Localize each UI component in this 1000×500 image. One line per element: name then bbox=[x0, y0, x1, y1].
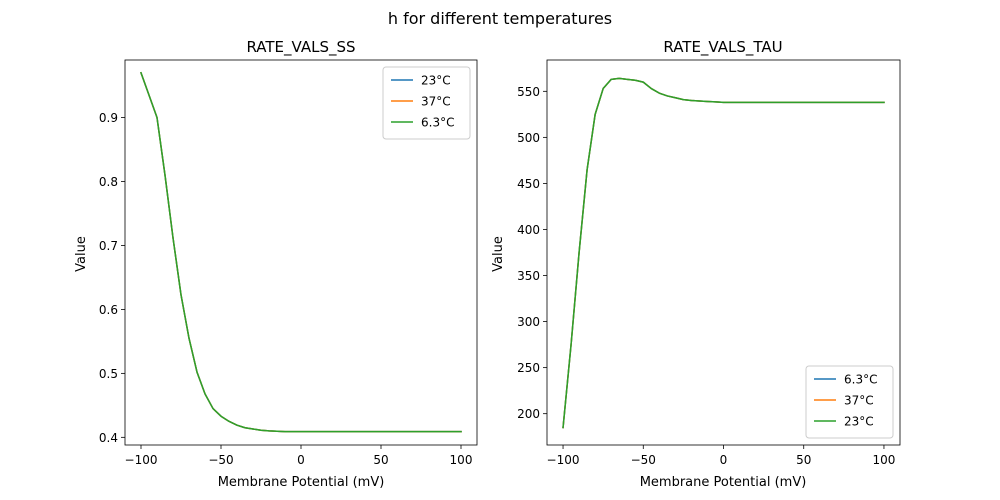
tau-ytick-label: 300 bbox=[517, 315, 540, 329]
tau-legend-label: 37°C bbox=[844, 394, 874, 408]
ss-legend-label: 23°C bbox=[421, 74, 451, 88]
tau-xtick-label: 0 bbox=[720, 453, 728, 467]
ss-series-line-2 bbox=[140, 71, 462, 433]
tau-ytick-label: 200 bbox=[517, 407, 540, 421]
tau-ytick-label: 250 bbox=[517, 361, 540, 375]
ss-ytick-label: 0.5 bbox=[99, 367, 118, 381]
tau-ytick-label: 550 bbox=[517, 85, 540, 99]
ss-ytick-label: 0.7 bbox=[99, 239, 118, 253]
ss-xtick-label: −50 bbox=[208, 453, 233, 467]
tau-ytick-label: 350 bbox=[517, 269, 540, 283]
ss-legend-box bbox=[382, 66, 471, 140]
ss-xtick-label: 0 bbox=[297, 453, 305, 467]
axes-ss-plot-area: −100 −50 0 50 100 0.4 0.5 0.6 0.7 0.8 0.9 23°C 37°C 6… bbox=[99, 59, 478, 467]
ss-ytick-label: 0.4 bbox=[99, 431, 118, 445]
axes-tau-ylabel: Value bbox=[491, 236, 506, 272]
ss-ytick-label: 0.8 bbox=[99, 175, 118, 189]
tau-legend-label: 6.3°C bbox=[844, 373, 877, 387]
axes-ss-title: RATE_VALS_SS bbox=[246, 38, 355, 57]
axes-ss-xlabel: Membrane Potential (mV) bbox=[218, 475, 385, 490]
tau-series-line-2 bbox=[562, 77, 885, 429]
tau-ytick-label: 500 bbox=[517, 131, 540, 145]
tau-legend-label: 23°C bbox=[844, 415, 874, 429]
tau-legend-box bbox=[805, 365, 894, 439]
axes-tau-xlabel: Membrane Potential (mV) bbox=[640, 475, 807, 490]
ss-legend-label: 6.3°C bbox=[421, 116, 454, 130]
axes-tau-title: RATE_VALS_TAU bbox=[663, 38, 782, 57]
tau-xtick-label: 50 bbox=[796, 453, 811, 467]
tau-xtick-label: −100 bbox=[547, 453, 580, 467]
ss-xtick-label: −100 bbox=[125, 453, 158, 467]
axes-tau: RATE_VALS_TAU −100 −50 0 50 100 200 250 300 350 4… bbox=[491, 38, 901, 490]
axes-ss: RATE_VALS_SS −100 −50 0 50 100 0.4 0.5 0.6 0.7 0.… bbox=[74, 38, 478, 490]
figure-suptitle: h for different temperatures bbox=[388, 9, 612, 28]
tau-ytick-label: 450 bbox=[517, 177, 540, 191]
ss-ytick-label: 0.6 bbox=[99, 303, 118, 317]
ss-legend-label: 37°C bbox=[421, 95, 451, 109]
tau-xtick-label: −50 bbox=[631, 453, 656, 467]
ss-ytick-label: 0.9 bbox=[99, 111, 118, 125]
ss-xtick-label: 50 bbox=[373, 453, 388, 467]
axes-ss-ylabel: Value bbox=[74, 236, 89, 272]
axes-tau-plot-area: −100 −50 0 50 100 200 250 300 350 400 450 500 550 6.3… bbox=[517, 59, 901, 467]
tau-ytick-label: 400 bbox=[517, 223, 540, 237]
ss-xtick-label: 100 bbox=[450, 453, 473, 467]
tau-xtick-label: 100 bbox=[873, 453, 896, 467]
